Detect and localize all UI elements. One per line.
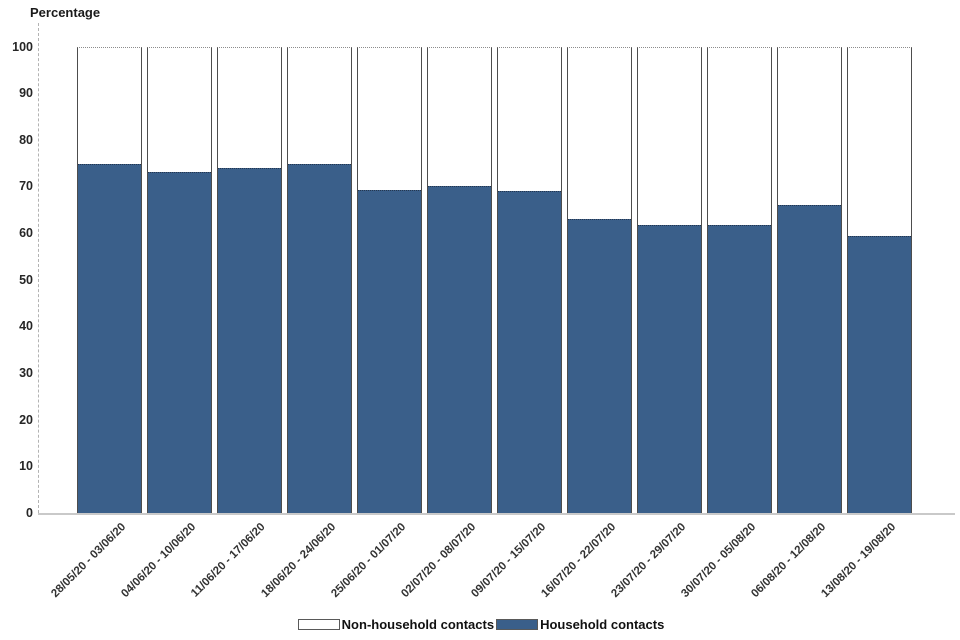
household-contacts-segment	[358, 189, 421, 513]
household-contacts-segment	[78, 164, 141, 513]
y-axis-line	[38, 23, 39, 513]
x-tick-label: 04/06/20 - 10/06/20	[118, 521, 198, 601]
x-tick-label: 18/06/20 - 24/06/20	[258, 521, 338, 601]
household-contacts-segment	[148, 172, 211, 513]
stacked-bar	[147, 46, 212, 513]
household-contacts-segment	[428, 186, 491, 513]
y-tick-label: 90	[19, 86, 33, 101]
stacked-bar	[847, 46, 912, 513]
household-contacts-segment	[568, 219, 631, 513]
household-contacts-segment	[638, 225, 701, 513]
x-tick-label: 06/08/20 - 12/08/20	[748, 521, 828, 601]
x-tick-label: 30/07/20 - 05/08/20	[678, 521, 758, 601]
x-tick-label: 13/08/20 - 19/08/20	[818, 521, 898, 601]
x-tick-label: 23/07/20 - 29/07/20	[608, 521, 688, 601]
stacked-bar	[637, 46, 702, 513]
y-tick-label: 0	[26, 506, 33, 520]
stacked-bar	[427, 46, 492, 513]
stacked-bar	[287, 46, 352, 513]
household-contacts-segment	[288, 164, 351, 513]
x-tick-label: 25/06/20 - 01/07/20	[328, 521, 408, 601]
y-tick-label: 80	[19, 132, 33, 147]
x-tick-label: 11/06/20 - 17/06/20	[189, 521, 268, 600]
stacked-bar	[357, 46, 422, 513]
stacked-bar	[707, 46, 772, 513]
stacked-bar	[777, 46, 842, 513]
x-tick-label: 09/07/20 - 15/07/20	[468, 521, 548, 601]
household-contacts-segment	[848, 235, 911, 513]
legend-swatch-household-contacts	[496, 619, 539, 630]
x-tick-label: 28/05/20 - 03/06/20	[48, 521, 128, 601]
y-tick-label: 70	[19, 179, 33, 194]
stacked-bar	[497, 46, 562, 513]
y-tick-label: 30	[19, 366, 33, 381]
household-contacts-segment	[778, 204, 841, 513]
stacked-bar	[217, 46, 282, 513]
x-tick-label: 16/07/20 - 22/07/20	[538, 521, 618, 601]
legend-swatch-non-household-contacts	[297, 619, 340, 630]
y-axis-title: Percentage	[30, 5, 101, 20]
household-contacts-segment	[498, 191, 561, 513]
y-tick-label: 10	[19, 459, 33, 474]
x-tick-label: 02/07/20 - 08/07/20	[398, 521, 478, 601]
x-axis-line	[38, 513, 955, 515]
legend-label: Household contacts	[540, 617, 665, 632]
stacked-bar	[567, 46, 632, 513]
y-tick-label: 100	[12, 39, 33, 54]
y-tick-label: 50	[19, 272, 33, 287]
household-contacts-segment	[708, 225, 771, 513]
y-tick-label: 40	[19, 319, 33, 334]
legend: Non-household contacts Household contacts	[0, 617, 960, 632]
y-tick-label: 60	[19, 226, 33, 241]
stacked-bar	[77, 46, 142, 513]
household-contacts-segment	[218, 167, 281, 513]
y-tick-label: 20	[19, 412, 33, 427]
legend-label: Non-household contacts	[341, 617, 495, 632]
